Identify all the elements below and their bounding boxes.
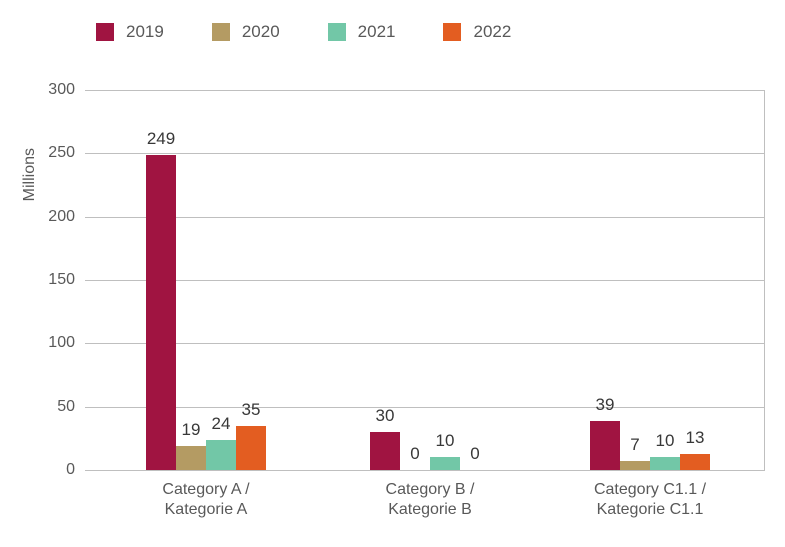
- category-label-line: Category C1.1 /: [550, 480, 750, 500]
- category-label-line: Kategorie C1.1: [550, 500, 750, 520]
- y-tick-label: 50: [57, 398, 85, 416]
- legend-swatch: [443, 23, 461, 41]
- legend-label: 2019: [126, 22, 164, 42]
- bar: [430, 457, 460, 470]
- bar: [206, 440, 236, 470]
- legend-swatch: [96, 23, 114, 41]
- bar: [146, 155, 176, 470]
- bar-value-label: 249: [147, 129, 175, 149]
- bar-wrap: 10: [430, 457, 460, 470]
- bar-wrap: 249: [146, 155, 176, 470]
- bar-value-label: 35: [242, 400, 261, 420]
- bar-group: 30 0 10 0: [370, 432, 490, 470]
- bar-wrap: 19: [176, 446, 206, 470]
- bar-value-label: 39: [596, 395, 615, 415]
- y-tick-label: 0: [66, 461, 85, 479]
- bar: [370, 432, 400, 470]
- y-tick-label: 200: [48, 208, 85, 226]
- bar-value-label: 10: [656, 431, 675, 451]
- y-tick-label: 150: [48, 271, 85, 289]
- chart-container: 2019202020212022 Millions 05010015020025…: [0, 0, 785, 547]
- bar-value-label: 24: [212, 414, 231, 434]
- category-label-line: Kategorie A: [106, 500, 306, 520]
- category-label-line: Category A /: [106, 480, 306, 500]
- bar-value-label: 30: [376, 406, 395, 426]
- legend-item: 2020: [212, 22, 280, 42]
- bar: [680, 454, 710, 470]
- legend-item: 2022: [443, 22, 511, 42]
- bar-value-label: 13: [686, 428, 705, 448]
- bar-value-label: 7: [630, 435, 639, 455]
- plot-area: 0501001502002503002491924353001003971013: [85, 90, 765, 470]
- legend-swatch: [328, 23, 346, 41]
- legend: 2019 2020 2021 2022: [96, 22, 559, 42]
- gridline: [85, 470, 765, 471]
- bar: [590, 421, 620, 470]
- legend-label: 2021: [358, 22, 396, 42]
- bar-wrap: 39: [590, 421, 620, 470]
- bar-wrap: 24: [206, 440, 236, 470]
- bar: [650, 457, 680, 470]
- bar: [620, 461, 650, 470]
- y-tick-label: 300: [48, 81, 85, 99]
- legend-item: 2021: [328, 22, 396, 42]
- y-tick-label: 100: [48, 334, 85, 352]
- bar-value-label: 0: [410, 444, 419, 464]
- bar-wrap: 7: [620, 461, 650, 470]
- category-label: Category C1.1 /Kategorie C1.1: [550, 480, 750, 520]
- bar-value-label: 0: [470, 444, 479, 464]
- bar: [236, 426, 266, 470]
- legend-label: 2020: [242, 22, 280, 42]
- bar-value-label: 19: [182, 420, 201, 440]
- bar-group: 249192435: [146, 155, 266, 470]
- category-label: Category B /Kategorie B: [330, 480, 530, 520]
- legend-item: 2019: [96, 22, 164, 42]
- bar-wrap: 10: [650, 457, 680, 470]
- category-label-line: Kategorie B: [330, 500, 530, 520]
- category-label-line: Category B /: [330, 480, 530, 500]
- legend-label: 2022: [473, 22, 511, 42]
- y-tick-label: 250: [48, 144, 85, 162]
- gridline: [85, 90, 765, 91]
- bar-value-label: 10: [436, 431, 455, 451]
- legend-swatch: [212, 23, 230, 41]
- bar: [176, 446, 206, 470]
- y-axis-title: Millions: [21, 148, 39, 201]
- bar-wrap: 35: [236, 426, 266, 470]
- bar-wrap: 30: [370, 432, 400, 470]
- bar-group: 3971013: [590, 421, 710, 470]
- category-label: Category A /Kategorie A: [106, 480, 306, 520]
- bar-wrap: 13: [680, 454, 710, 470]
